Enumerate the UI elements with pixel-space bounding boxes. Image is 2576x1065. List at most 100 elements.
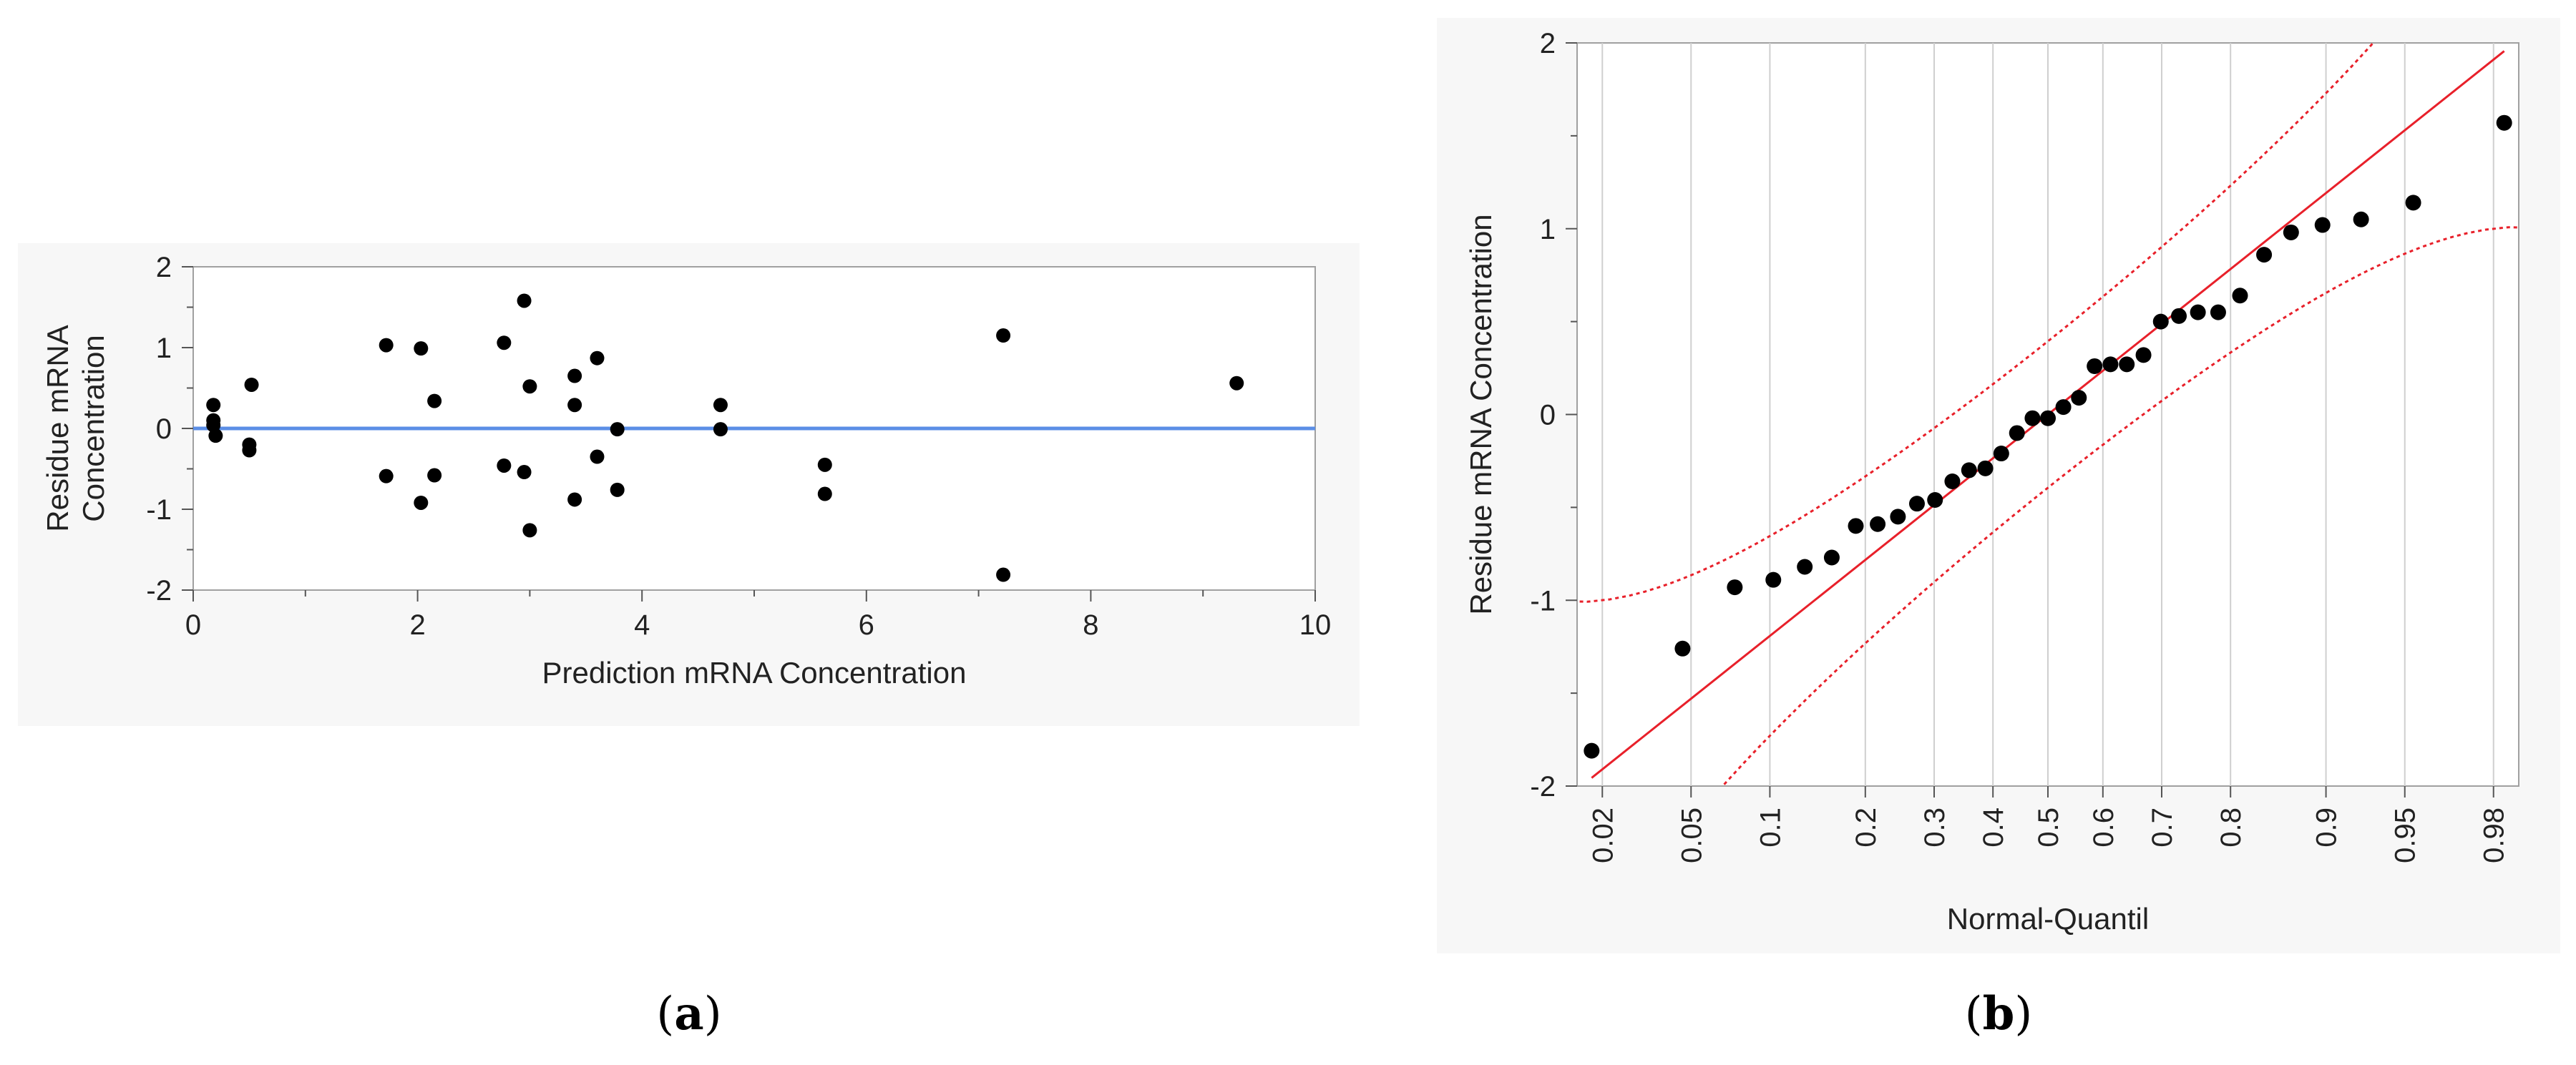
- plot-panel-normal-quantile: 0.02 0.05 0.1 0.2 0.3 0.4 0.5 0.6 0.7 0.8 0.9 0.95 0…: [1437, 18, 2560, 953]
- data-point: [497, 335, 512, 350]
- data-point: [817, 486, 832, 501]
- data-point: [1765, 571, 1782, 588]
- data-point: [1944, 473, 1961, 490]
- data-point: [1977, 460, 1994, 476]
- data-point: [1674, 640, 1691, 657]
- y-tick-label: -2: [146, 575, 172, 607]
- data-point: [517, 465, 532, 480]
- data-point: [996, 567, 1011, 582]
- data-point: [1823, 549, 1840, 566]
- confidence-band-lower: [1721, 226, 2519, 786]
- data-point: [590, 350, 605, 365]
- x-tick-label: 0.02: [1587, 808, 1619, 863]
- y-tick-label: -2: [1530, 771, 1556, 803]
- data-point: [2071, 390, 2087, 406]
- data-point: [522, 379, 537, 394]
- data-point: [379, 338, 394, 353]
- y-axis-title-line2: Concentration: [77, 335, 110, 522]
- data-point: [567, 398, 582, 413]
- y-tick-label: -1: [146, 494, 172, 526]
- data-point: [2040, 410, 2056, 426]
- caption-b-letter: b: [1982, 987, 2015, 1041]
- x-tick-label: 0.2: [1850, 808, 1882, 848]
- x-tick-label: 0.7: [2147, 808, 2178, 848]
- x-tick-label: 6: [859, 609, 874, 641]
- data-point: [379, 468, 394, 484]
- data-point: [567, 492, 582, 507]
- data-point: [1797, 559, 1813, 575]
- data-point: [2009, 425, 2025, 441]
- data-point: [1584, 742, 1600, 759]
- y-tick-label: 1: [1540, 214, 1556, 245]
- data-point: [427, 393, 442, 408]
- data-point: [2190, 304, 2206, 320]
- x-tick-label: 0.5: [2033, 808, 2064, 848]
- confidence-band-upper: [1577, 43, 2375, 603]
- y-axis-title-line1: Residue mRNA: [41, 325, 74, 531]
- data-point: [2135, 347, 2152, 363]
- x-tick-label: 0.98: [2479, 808, 2510, 863]
- y-tick-label: 2: [156, 252, 172, 283]
- y-tick-label: 1: [156, 333, 172, 364]
- x-tick-label: 0.6: [2088, 808, 2119, 848]
- data-point: [817, 457, 832, 472]
- x-tick-label: 2: [409, 609, 425, 641]
- x-tick-label: 0.4: [1978, 808, 2009, 848]
- data-point: [2152, 313, 2169, 330]
- data-point: [1229, 376, 1244, 391]
- data-point: [208, 428, 223, 443]
- y-tick-label: 2: [1540, 28, 1556, 59]
- data-point: [414, 495, 429, 510]
- data-point: [1927, 491, 1943, 508]
- x-tick-label: 0.8: [2215, 808, 2247, 848]
- data-point: [497, 458, 512, 473]
- data-point: [2353, 211, 2369, 227]
- y-tick-label: 0: [156, 413, 172, 445]
- data-point: [2496, 114, 2512, 131]
- caption-b: (b): [1964, 987, 2033, 1041]
- data-point: [242, 443, 257, 458]
- data-point: [996, 328, 1011, 343]
- x-tick-label: 4: [634, 609, 650, 641]
- data-point: [2283, 224, 2299, 240]
- plot-panel-residual-vs-prediction: 0 2 4 6 8 10 -2 -1 0 1 2 Prediction mRNA Concentrat…: [18, 243, 1360, 726]
- data-point: [2171, 308, 2187, 324]
- x-tick-label: 8: [1083, 609, 1098, 641]
- data-point: [427, 468, 442, 483]
- caption-a-letter: a: [674, 987, 704, 1041]
- data-point: [2102, 356, 2119, 373]
- data-point: [1727, 579, 1743, 596]
- x-axis-title: Prediction mRNA Concentration: [542, 656, 967, 689]
- x-tick-label: 0.95: [2390, 808, 2421, 863]
- x-tick-label: 0.1: [1755, 808, 1786, 848]
- data-point: [1961, 462, 1977, 478]
- data-point: [1890, 509, 1906, 525]
- x-axis-title: Normal-Quantil: [1947, 902, 2149, 936]
- data-point: [713, 398, 728, 413]
- data-point: [2210, 304, 2226, 320]
- data-point: [517, 293, 532, 308]
- x-tick-label: 0.3: [1919, 808, 1951, 848]
- data-point: [522, 523, 537, 538]
- data-point: [2314, 217, 2331, 233]
- data-point: [2232, 288, 2248, 304]
- x-tick-label: 0.05: [1676, 808, 1707, 863]
- data-point: [2055, 399, 2072, 416]
- data-point: [2024, 410, 2041, 426]
- data-point: [414, 341, 429, 356]
- caption-a: (a): [656, 987, 722, 1041]
- x-tick-label: 0.9: [2311, 808, 2343, 848]
- data-point: [2405, 195, 2421, 211]
- x-tick-label: 10: [1299, 609, 1332, 641]
- residual-vs-prediction-chart: 0 2 4 6 8 10 -2 -1 0 1 2 Prediction mRNA Concentrat…: [41, 252, 1332, 689]
- y-axis-title: Residue mRNA Concentration: [1464, 214, 1498, 614]
- normal-quantile-chart: 0.02 0.05 0.1 0.2 0.3 0.4 0.5 0.6 0.7 0.8 0.9 0.95 0…: [1464, 28, 2519, 936]
- x-tick-label: 0: [185, 609, 201, 641]
- data-point: [590, 449, 605, 464]
- data-point: [2256, 247, 2273, 263]
- y-tick-label: -1: [1530, 585, 1556, 617]
- data-point: [2119, 356, 2135, 373]
- data-point: [610, 482, 625, 497]
- data-point: [1908, 496, 1925, 512]
- data-point: [713, 422, 728, 437]
